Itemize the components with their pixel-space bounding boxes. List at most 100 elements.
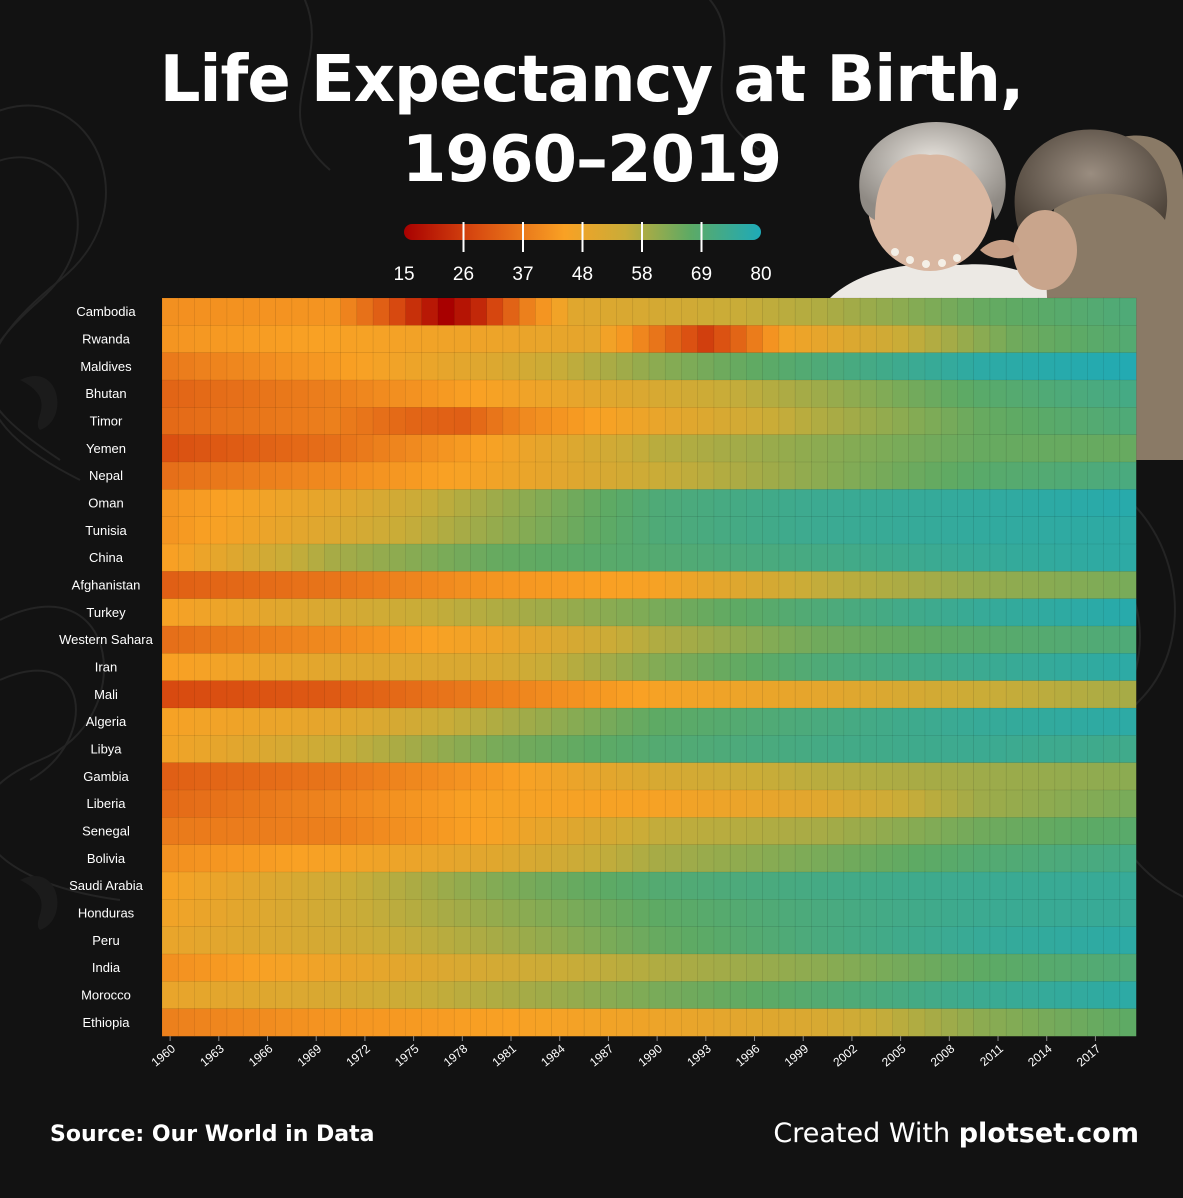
heatmap-cell [729, 762, 747, 791]
heatmap-cell [1005, 981, 1023, 1010]
heatmap-cell [843, 434, 861, 463]
heatmap-cell [843, 598, 861, 627]
heatmap-cell [989, 653, 1007, 682]
heatmap-cell [535, 871, 553, 900]
heatmap-cell [1119, 981, 1137, 1010]
heatmap-cell [973, 817, 991, 846]
heatmap-cell [535, 1008, 553, 1037]
heatmap-cell [1005, 598, 1023, 627]
heatmap-cell [859, 598, 877, 627]
heatmap-cell [1022, 981, 1040, 1010]
heatmap-cell [827, 379, 845, 408]
heatmap-cell [648, 489, 666, 518]
heatmap-cell [811, 1008, 829, 1037]
heatmap-cell [843, 735, 861, 764]
heatmap-cell [291, 516, 309, 545]
heatmap-cell [340, 817, 358, 846]
heatmap-cell [356, 434, 374, 463]
heatmap-cell [664, 625, 683, 654]
heatmap-cell [811, 325, 829, 354]
heatmap-cell [502, 571, 520, 600]
heatmap-cell [453, 926, 472, 955]
heatmap-cell [713, 571, 731, 600]
heatmap-cell [194, 1008, 212, 1037]
heatmap-cell [502, 516, 520, 545]
heatmap-cell [827, 871, 845, 900]
heatmap-cell [1070, 516, 1088, 545]
heatmap-cell [1054, 789, 1072, 818]
heatmap-cell [551, 516, 569, 545]
heatmap-cell [632, 735, 650, 764]
heatmap-cell [161, 953, 179, 982]
heatmap-cell [827, 325, 845, 354]
heatmap-cell [811, 707, 829, 736]
heatmap-cell [502, 489, 520, 518]
heatmap-cell [421, 1008, 439, 1037]
heatmap-cell [940, 325, 959, 354]
heatmap-cell [1005, 434, 1023, 463]
heatmap-cell [340, 735, 358, 764]
heatmap-cell [502, 789, 520, 818]
heatmap-cell [551, 598, 569, 627]
heatmap-cell [405, 680, 423, 709]
heatmap-cell [648, 789, 666, 818]
heatmap-cell [583, 352, 601, 381]
heatmap-cell [908, 297, 926, 326]
heatmap-cell [681, 297, 699, 326]
heatmap-cell [372, 899, 390, 928]
heatmap-cell [908, 516, 926, 545]
heatmap-cell [664, 489, 683, 518]
heatmap-cell [340, 379, 358, 408]
row-label: Morocco [81, 988, 131, 1003]
legend-tick-label: 48 [572, 264, 593, 285]
heatmap-cell [973, 981, 991, 1010]
heatmap-cell [177, 461, 196, 490]
heatmap-cell [567, 789, 585, 818]
heatmap-cell [194, 707, 212, 736]
heatmap-cell [1022, 625, 1040, 654]
heatmap-cell [535, 953, 553, 982]
heatmap-cell [973, 325, 991, 354]
heatmap-cell [324, 844, 342, 873]
heatmap-cell [973, 379, 991, 408]
heatmap-cell [421, 516, 439, 545]
heatmap-cell [567, 735, 585, 764]
heatmap-cell [664, 516, 683, 545]
heatmap-cell [664, 899, 683, 928]
heatmap-cell [1070, 953, 1088, 982]
heatmap-cell [567, 926, 585, 955]
heatmap-cell [1070, 297, 1088, 326]
heatmap-cell [1038, 762, 1056, 791]
heatmap-cell [421, 407, 439, 436]
heatmap-cell [291, 461, 309, 490]
heatmap-cell [989, 543, 1007, 572]
heatmap-cell [599, 871, 618, 900]
heatmap-cell [470, 489, 488, 518]
heatmap-cell [859, 762, 877, 791]
heatmap-cell [177, 543, 196, 572]
heatmap-cell [1005, 844, 1023, 873]
heatmap-cell [729, 899, 747, 928]
heatmap-cell [875, 680, 894, 709]
heatmap-cell [470, 434, 488, 463]
heatmap-cell [924, 735, 942, 764]
heatmap-cell [794, 871, 812, 900]
heatmap-cell [340, 571, 358, 600]
heatmap-cell [453, 297, 472, 326]
heatmap-cell [908, 926, 926, 955]
heatmap-cell [746, 707, 764, 736]
heatmap-cell [486, 379, 504, 408]
heatmap-cell [681, 653, 699, 682]
heatmap-cell [811, 461, 829, 490]
heatmap-cell [259, 352, 277, 381]
heatmap-cell [194, 352, 212, 381]
heatmap-cell [599, 789, 618, 818]
heatmap-cell [859, 434, 877, 463]
heatmap-cell [177, 434, 196, 463]
heatmap-cell [957, 489, 975, 518]
heatmap-cell [697, 489, 715, 518]
heatmap-cell [259, 598, 277, 627]
heatmap-cell [437, 1008, 455, 1037]
heatmap-cell [421, 871, 439, 900]
legend-tick-mark [581, 222, 584, 252]
